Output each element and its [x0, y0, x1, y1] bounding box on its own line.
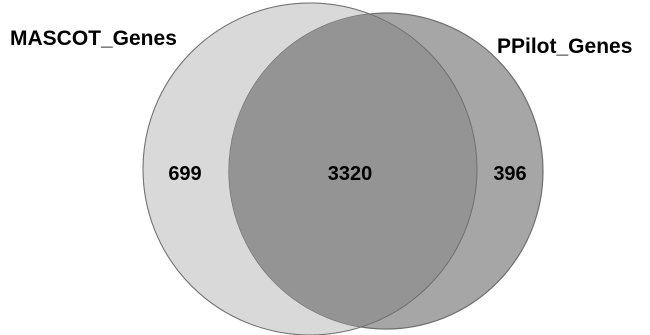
set-label-mascot-genes: MASCOT_Genes — [10, 27, 177, 50]
count-intersection: 3320 — [328, 163, 373, 185]
set-label-ppilot-genes: PPilot_Genes — [497, 35, 632, 58]
mascot-genes-circle-outline — [142, 2, 478, 335]
count-only-mascot: 699 — [168, 163, 201, 185]
count-only-ppilot: 396 — [493, 163, 526, 185]
